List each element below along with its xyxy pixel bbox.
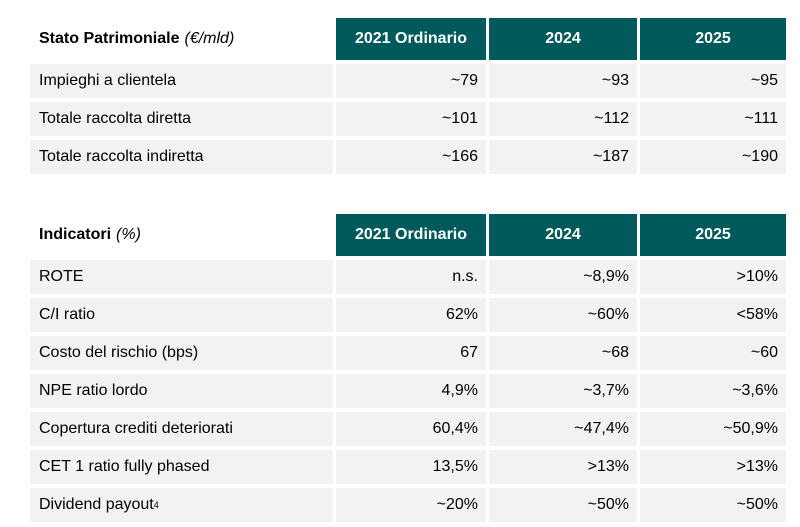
table-row: Costo del rischio (bps) 67 ~68 ~60 [30, 336, 786, 370]
value-2025: ~60 [640, 336, 786, 370]
row-label: CET 1 ratio fully phased [30, 450, 333, 484]
value-2024: ~112 [489, 102, 637, 136]
value-2021: 60,4% [336, 412, 486, 446]
column-header-2021: 2021 Ordinario [336, 214, 486, 256]
value-2021: 67 [336, 336, 486, 370]
table-row: Totale raccolta indiretta ~166 ~187 ~190 [30, 140, 786, 174]
value-2021: 13,5% [336, 450, 486, 484]
row-label: C/I ratio [30, 298, 333, 332]
value-2024: ~3,7% [489, 374, 637, 408]
value-2024: ~8,9% [489, 260, 637, 294]
row-label: Impieghi a clientela [30, 64, 333, 98]
value-2024: ~187 [489, 140, 637, 174]
value-2025: ~95 [640, 64, 786, 98]
value-2025: ~3,6% [640, 374, 786, 408]
value-2024: ~60% [489, 298, 637, 332]
value-2025: ~50,9% [640, 412, 786, 446]
table-title: Indicatori [39, 226, 112, 243]
row-label: ROTE [30, 260, 333, 294]
value-2025: >13% [640, 450, 786, 484]
table-header-row: Stato Patrimoniale (€/mld) 2021 Ordinari… [30, 18, 786, 60]
table-header-row: Indicatori (%) 2021 Ordinario 2024 2025 [30, 214, 786, 256]
row-label-cell: Dividend payout 4 [30, 488, 333, 522]
row-label: Copertura crediti deteriorati [30, 412, 333, 446]
table-row: C/I ratio 62% ~60% <58% [30, 298, 786, 332]
table-row: Impieghi a clientela ~79 ~93 ~95 [30, 64, 786, 98]
value-2021: ~166 [336, 140, 486, 174]
value-2025: ~190 [640, 140, 786, 174]
table-row: NPE ratio lordo 4,9% ~3,7% ~3,6% [30, 374, 786, 408]
column-header-2024: 2024 [489, 18, 637, 60]
table-title-cell: Stato Patrimoniale (€/mld) [30, 18, 333, 60]
table-title: Stato Patrimoniale [39, 30, 180, 47]
indicatori-table: Indicatori (%) 2021 Ordinario 2024 2025 … [30, 214, 786, 526]
value-2021: ~20% [336, 488, 486, 522]
value-2021: n.s. [336, 260, 486, 294]
table-unit: (€/mld) [184, 30, 235, 47]
table-row: ROTE n.s. ~8,9% >10% [30, 260, 786, 294]
table-row: CET 1 ratio fully phased 13,5% >13% >13% [30, 450, 786, 484]
row-label: Dividend payout [39, 496, 154, 513]
value-2021: 62% [336, 298, 486, 332]
value-2025: <58% [640, 298, 786, 332]
row-label: Totale raccolta diretta [30, 102, 333, 136]
table-row: Copertura crediti deteriorati 60,4% ~47,… [30, 412, 786, 446]
table-title-cell: Indicatori (%) [30, 214, 333, 256]
table-unit: (%) [116, 226, 141, 243]
column-header-2025: 2025 [640, 214, 786, 256]
value-2024: ~47,4% [489, 412, 637, 446]
value-2021: ~79 [336, 64, 486, 98]
row-label: Costo del rischio (bps) [30, 336, 333, 370]
value-2025: ~111 [640, 102, 786, 136]
column-header-2025: 2025 [640, 18, 786, 60]
value-2024: ~50% [489, 488, 637, 522]
stato-patrimoniale-table: Stato Patrimoniale (€/mld) 2021 Ordinari… [30, 18, 786, 178]
value-2025: ~50% [640, 488, 786, 522]
table-row: Totale raccolta diretta ~101 ~112 ~111 [30, 102, 786, 136]
row-label: NPE ratio lordo [30, 374, 333, 408]
value-2021: ~101 [336, 102, 486, 136]
value-2025: >10% [640, 260, 786, 294]
column-header-2024: 2024 [489, 214, 637, 256]
row-label: Totale raccolta indiretta [30, 140, 333, 174]
value-2021: 4,9% [336, 374, 486, 408]
column-header-2021: 2021 Ordinario [336, 18, 486, 60]
value-2024: ~93 [489, 64, 637, 98]
value-2024: ~68 [489, 336, 637, 370]
value-2024: >13% [489, 450, 637, 484]
table-row: Dividend payout 4 ~20% ~50% ~50% [30, 488, 786, 522]
